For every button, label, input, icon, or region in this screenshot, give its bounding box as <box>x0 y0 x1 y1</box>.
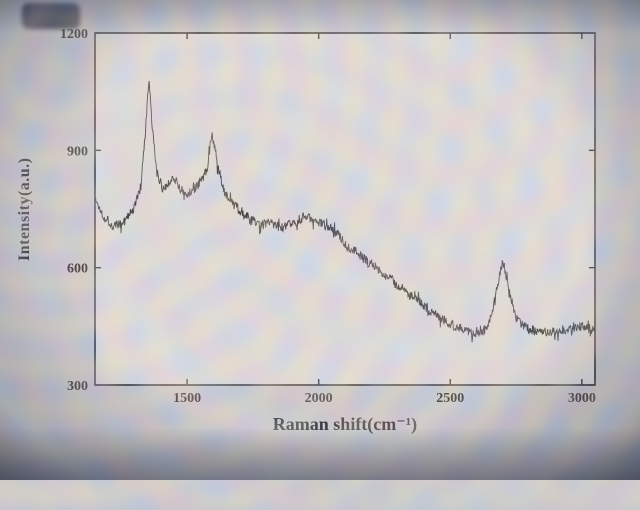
y-tick-label: 900 <box>67 144 88 159</box>
y-tick-label: 1200 <box>60 27 88 42</box>
plot-svg: 1500 2000 2500 3000 300 600 900 1200 <box>60 27 596 406</box>
x-tick-label: 2500 <box>436 391 464 406</box>
x-tick-label: 3000 <box>568 391 596 406</box>
plot-area <box>94 32 596 386</box>
y-tick-label: 600 <box>67 262 88 277</box>
raman-spectrum-chart: 1500 2000 2500 3000 300 600 900 1200 Intensity(… <box>16 27 596 434</box>
y-axis-title: Intensity(a.u.) <box>16 157 33 261</box>
y-tick-label: 300 <box>67 379 88 394</box>
x-axis-title: Raman shift(cm⁻¹) <box>272 414 418 434</box>
x-tick-label: 1500 <box>173 391 201 406</box>
x-tick-label: 2000 <box>305 391 333 406</box>
